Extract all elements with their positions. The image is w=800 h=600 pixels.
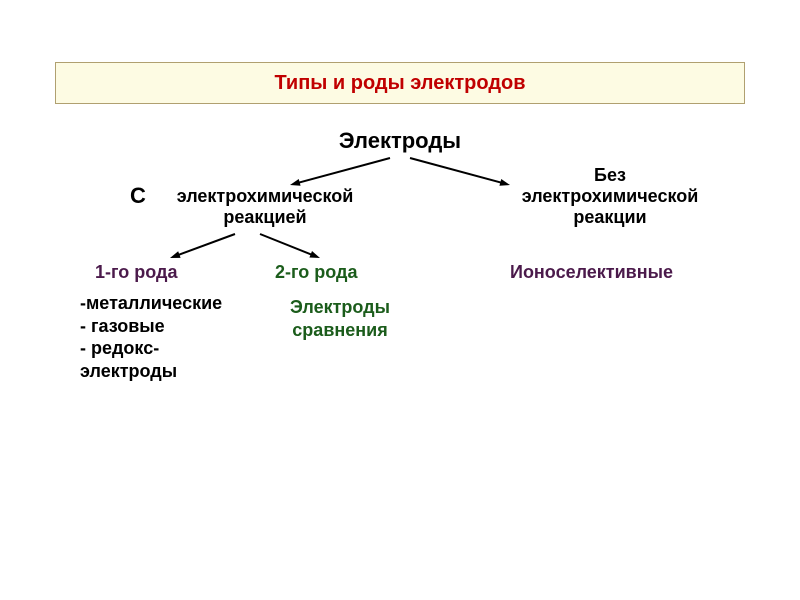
arrow-line-2 [176,234,235,256]
arrow-line-1 [410,158,504,183]
arrow-head-3 [309,251,320,258]
arrows-layer [0,0,800,600]
arrow-line-3 [260,234,314,256]
arrow-line-0 [296,158,390,183]
arrow-head-2 [170,251,181,258]
diagram-canvas: Типы и роды электродов Электроды С элект… [0,0,800,600]
arrow-head-0 [290,179,301,186]
arrow-head-1 [499,179,510,186]
